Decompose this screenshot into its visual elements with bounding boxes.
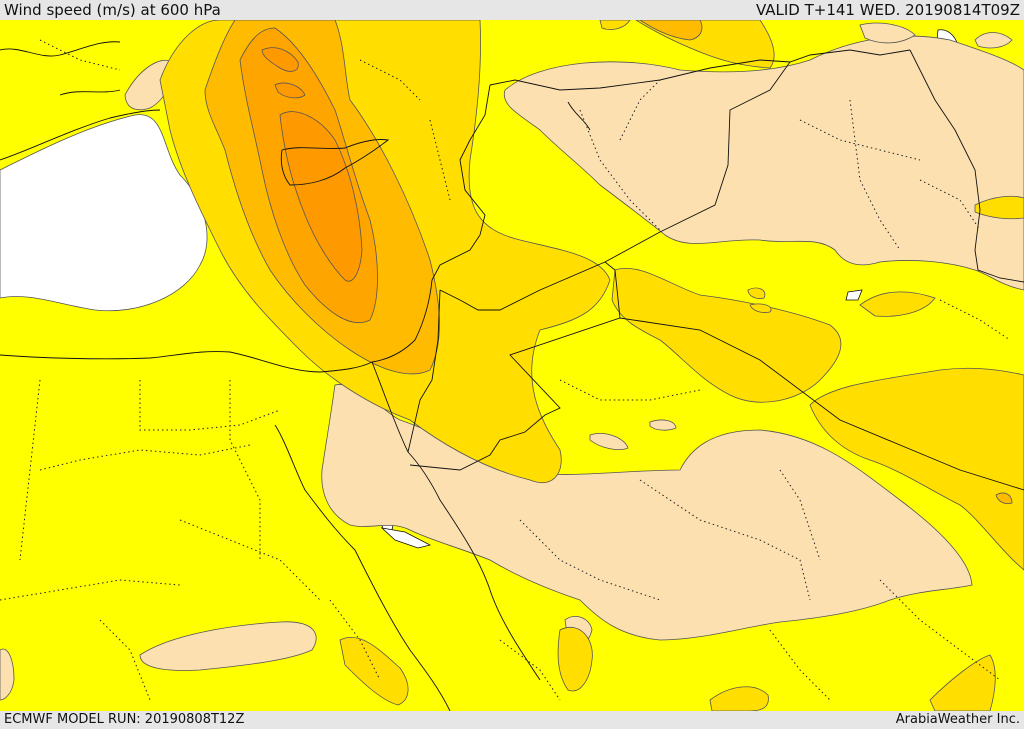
peak-wind-region	[261, 47, 363, 282]
wind-speed-map	[0, 20, 1024, 711]
coastlines	[0, 41, 591, 711]
country-borders	[371, 49, 1024, 491]
valid-time-label: VALID T+141 WED. 20190814T09Z	[755, 1, 1020, 19]
internal-boundaries	[0, 39, 1011, 701]
small-strong-cell	[995, 492, 1013, 504]
credit-label: ArabiaWeather Inc.	[895, 712, 1020, 727]
map-title: Wind speed (m/s) at 600 hPa	[4, 1, 221, 19]
water-body-red-sea-tip	[380, 527, 432, 549]
header-bar: Wind speed (m/s) at 600 hPa VALID T+141 …	[0, 0, 1024, 20]
water-body-gulf-tip	[845, 289, 863, 301]
footer-bar: ECMWF MODEL RUN: 20190808T12Z ArabiaWeat…	[0, 711, 1024, 729]
model-run-label: ECMWF MODEL RUN: 20190808T12Z	[4, 712, 245, 727]
